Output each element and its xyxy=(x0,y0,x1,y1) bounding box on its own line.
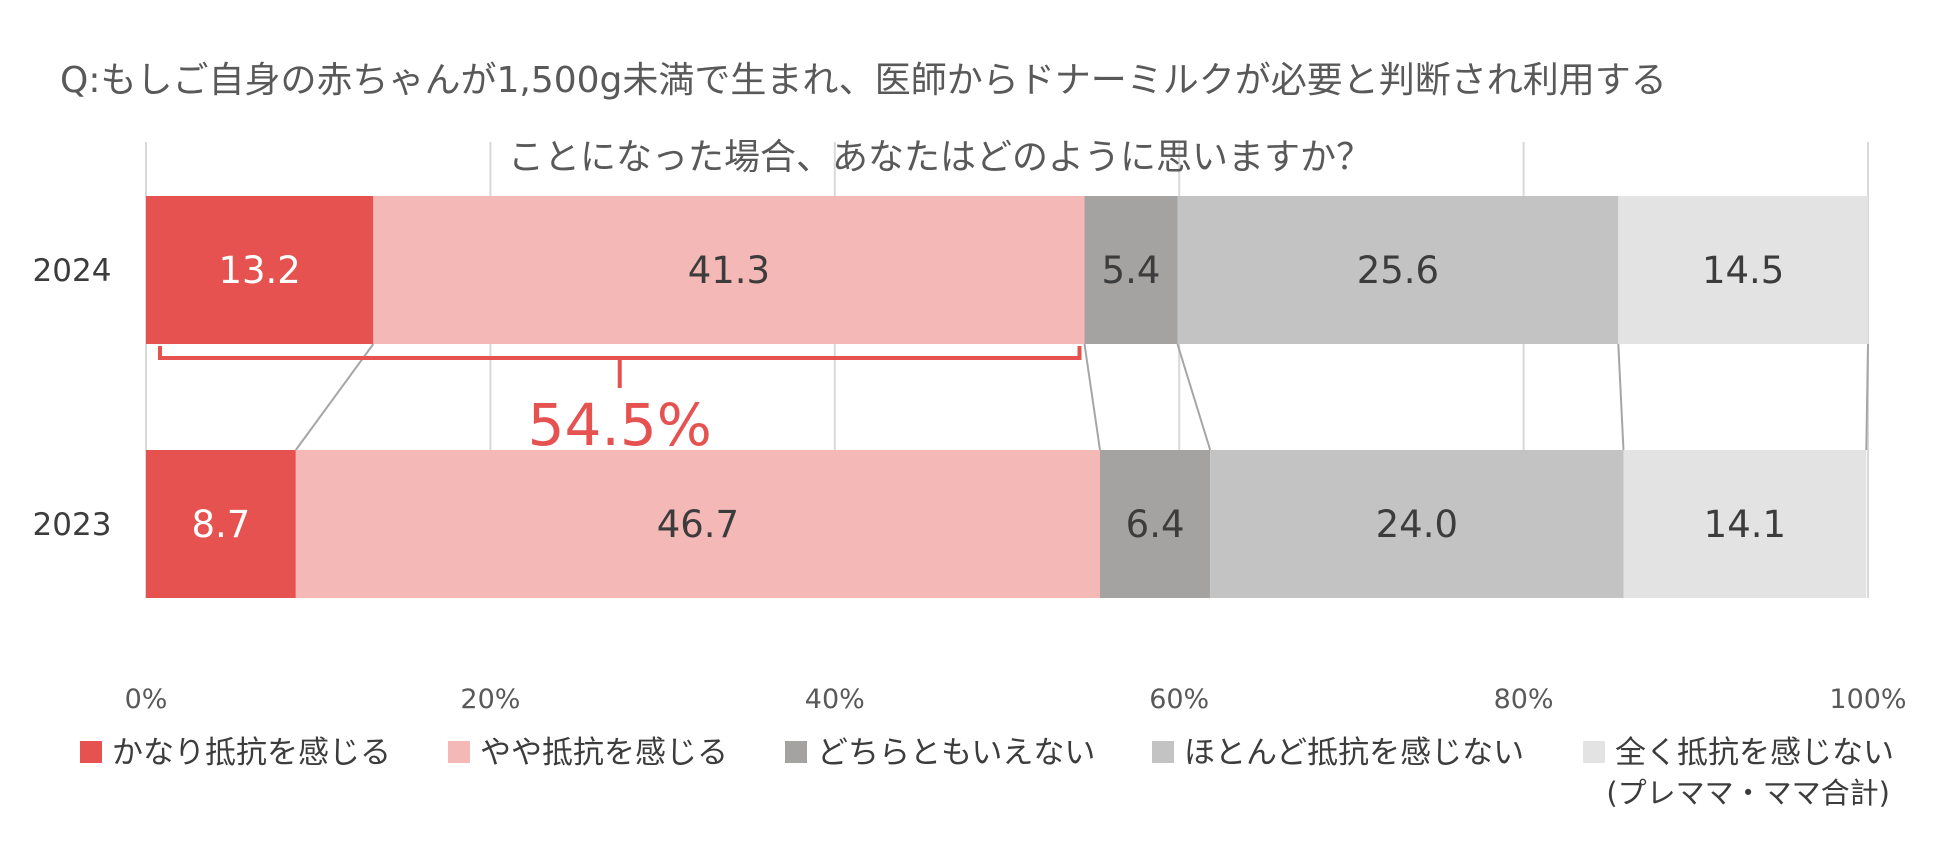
annotation-label: 54.5% xyxy=(528,391,712,459)
legend-label: かなり抵抗を感じる xyxy=(112,735,391,771)
legend-note: (プレママ・ママ合計) xyxy=(1606,776,1890,810)
data-label: 14.5 xyxy=(1702,249,1784,292)
bar-segment xyxy=(1084,196,1178,344)
legend-swatch xyxy=(80,741,102,763)
bar-segment xyxy=(146,196,374,344)
legend-label: どちらともいえない xyxy=(817,735,1095,771)
data-label: 25.6 xyxy=(1357,249,1439,292)
data-label: 41.3 xyxy=(688,249,770,292)
x-axis: 0% 20% 40% 60% 80% 100% xyxy=(125,684,1907,715)
connector-line xyxy=(1083,343,1101,451)
legend-swatch xyxy=(1583,741,1605,763)
legend-swatch xyxy=(1152,741,1174,763)
legend-swatch xyxy=(785,741,807,763)
y-axis: 2024 2023 xyxy=(33,253,112,543)
bar-segment xyxy=(1177,196,1619,344)
data-label: 8.7 xyxy=(191,503,250,546)
bars: 13.2 41.3 5.4 25.6 14.5 8.7 46.7 6.4 24.0 14.1 xyxy=(146,196,1868,598)
bar-segment xyxy=(373,196,1085,344)
bar-segment xyxy=(146,450,296,598)
bar-segment xyxy=(1618,196,1868,344)
connector-lines xyxy=(295,343,1869,451)
x-tick-label: 60% xyxy=(1149,684,1209,715)
category-label: 2024 xyxy=(33,253,112,289)
data-label: 14.1 xyxy=(1704,503,1786,546)
connector-line xyxy=(1617,343,1625,451)
x-tick-label: 40% xyxy=(805,684,865,715)
legend-swatch xyxy=(448,741,470,763)
bar-segment xyxy=(1623,450,1867,598)
x-tick-label: 20% xyxy=(460,684,520,715)
bar-segment xyxy=(1210,450,1624,598)
connector-line xyxy=(295,343,375,451)
legend-label: ほとんど抵抗を感じない xyxy=(1184,735,1524,771)
data-label: 5.4 xyxy=(1102,249,1161,292)
data-label: 46.7 xyxy=(657,503,739,546)
data-label: 6.4 xyxy=(1126,503,1185,546)
title-line-2: ことになった場合、あなたはどのように思いますか？ xyxy=(508,137,1372,178)
x-tick-label: 0% xyxy=(125,684,168,715)
legend-label: やや抵抗を感じる xyxy=(480,735,728,771)
annotation: 54.5% xyxy=(158,346,1082,459)
bracket xyxy=(158,346,1082,360)
x-tick-label: 100% xyxy=(1829,684,1906,715)
bar-segment xyxy=(1099,450,1211,598)
x-tick-label: 80% xyxy=(1494,684,1554,715)
data-label: 24.0 xyxy=(1376,503,1458,546)
title-line-1: Q:もしご自身の赤ちゃんが1,500g未満で生まれ、医師からドナーミルクが必要と… xyxy=(60,60,1667,101)
connector-line xyxy=(1176,343,1212,451)
bar-segment xyxy=(295,450,1100,598)
legend: かなり抵抗を感じる やや抵抗を感じる どちらともいえない ほとんど抵抗を感じない 全く抵… xyxy=(80,735,1894,810)
category-label: 2023 xyxy=(33,507,112,543)
data-label: 13.2 xyxy=(218,249,300,292)
connector-line xyxy=(1865,343,1869,451)
legend-label: 全く抵抗を感じない xyxy=(1615,735,1894,771)
chart-title: Q:もしご自身の赤ちゃんが1,500g未満で生まれ、医師からドナーミルクが必要と… xyxy=(60,60,1667,178)
